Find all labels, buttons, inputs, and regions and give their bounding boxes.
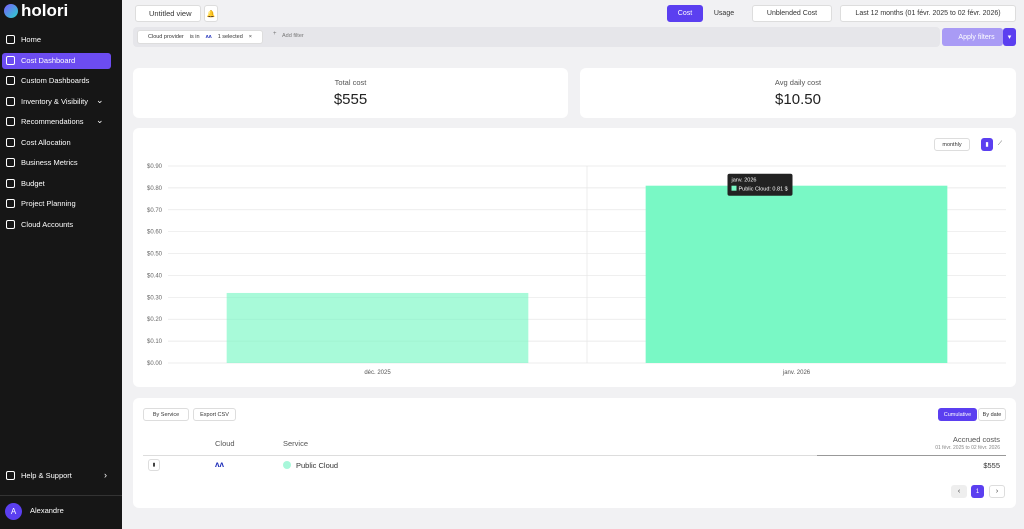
nav-icon (6, 199, 15, 208)
prev-page[interactable]: ‹ (951, 485, 967, 498)
nav-icon (6, 35, 15, 44)
kpi-card: Total cost $555 (133, 68, 568, 118)
chevron: › (104, 470, 107, 480)
header-rule (143, 455, 1006, 456)
next-page[interactable]: › (989, 485, 1005, 498)
nav-item[interactable]: Cloud Accounts (21, 220, 74, 229)
group-by[interactable]: By Service (143, 408, 189, 421)
cost-type-select[interactable]: Unblended Cost (752, 5, 832, 22)
cost-toggle[interactable]: Cost (667, 5, 703, 22)
accrued-cost: $555 (983, 461, 1000, 470)
usage-toggle[interactable]: Usage (713, 10, 735, 17)
bar-toggle[interactable]: ▮ (981, 138, 993, 151)
kpi-value: $10.50 (775, 91, 821, 108)
nav-item[interactable]: Custom Dashboards (21, 76, 90, 85)
chevron[interactable]: ⌄ (96, 95, 104, 105)
divider (0, 495, 122, 496)
nav-icon (6, 138, 15, 147)
chart-card (133, 128, 1016, 387)
column-header: Accrued costs (952, 435, 1000, 444)
filter-remove[interactable]: × (248, 34, 252, 40)
period: 01 févr. 2025 to 02 févr. 2026 (935, 445, 1000, 451)
date-range[interactable]: Last 12 months (01 févr. 2025 to 02 févr… (840, 5, 1016, 22)
apply-menu[interactable]: ▾ (1003, 28, 1016, 46)
granularity-select[interactable]: monthly (934, 138, 970, 151)
table-card (133, 398, 1016, 508)
add-filter[interactable]: Add filter (282, 33, 304, 39)
page[interactable]: 1 (971, 485, 984, 498)
export-csv[interactable]: Export CSV (193, 408, 236, 421)
nav-icon (6, 158, 15, 167)
service: Public Cloud (296, 461, 339, 470)
filter-bar (133, 27, 940, 47)
line-toggle[interactable]: ⟋ (994, 138, 1006, 151)
add-filter-plus: + (273, 31, 277, 37)
filter-chip[interactable]: Cloud provider is in ʌʌ 1 selected × (137, 30, 263, 44)
bell[interactable]: 🔔 (204, 5, 218, 22)
service-dot (283, 461, 291, 469)
cumulative-toggle[interactable]: Cumulative (938, 408, 977, 421)
by-date-toggle[interactable]: By date (978, 408, 1006, 421)
nav-item[interactable]: Inventory & Visibility (21, 97, 88, 106)
nav-icon (6, 76, 15, 85)
filter-operator: is in (189, 34, 200, 40)
header-rule (817, 455, 1006, 456)
user-name: Alexandre (30, 506, 64, 515)
nav-icon (6, 117, 15, 126)
nav-active (2, 53, 111, 69)
logo-mark (4, 4, 18, 18)
kpi-label: Avg daily cost (774, 78, 822, 87)
nav-icon (6, 97, 15, 106)
column-header: Service (283, 439, 309, 448)
nav-item[interactable]: Project Planning (21, 199, 76, 208)
nav-icon (6, 220, 15, 229)
logo[interactable]: holori (21, 1, 69, 20)
kpi-label: Total cost (334, 78, 367, 87)
filter-field: Cloud provider (148, 34, 184, 40)
filter-value: 1 selected (217, 34, 243, 40)
nav-item[interactable]: Cost Allocation (21, 138, 71, 147)
avatar[interactable]: A (5, 503, 22, 520)
nav-item[interactable]: Business Metrics (21, 158, 78, 167)
nav-item[interactable]: Cost Dashboard (21, 56, 76, 65)
chevron[interactable]: ⌄ (96, 115, 104, 125)
sidebar: holori Home Cost Dashboard Custom Dashboar… (0, 0, 122, 529)
apply-filters[interactable]: Apply filters (942, 28, 1003, 46)
nav-icon (6, 56, 15, 65)
cloud-logo: ʌʌ (215, 460, 224, 469)
provider-icon: ʌʌ (205, 34, 212, 40)
column-header: Cloud (215, 439, 235, 448)
nav-item[interactable]: Home (21, 35, 42, 44)
kpi-value: $555 (333, 91, 368, 108)
help-icon (6, 471, 15, 480)
view-select[interactable]: Untitled view (135, 5, 201, 22)
nav-item[interactable]: Recommendations (21, 117, 84, 126)
nav-icon (6, 179, 15, 188)
help[interactable]: Help & Support (21, 471, 72, 480)
nav-item[interactable]: Budget (21, 179, 45, 188)
kpi-card: Avg daily cost $10.50 (580, 68, 1016, 118)
row-chart-button[interactable]: ▮ (148, 459, 160, 471)
